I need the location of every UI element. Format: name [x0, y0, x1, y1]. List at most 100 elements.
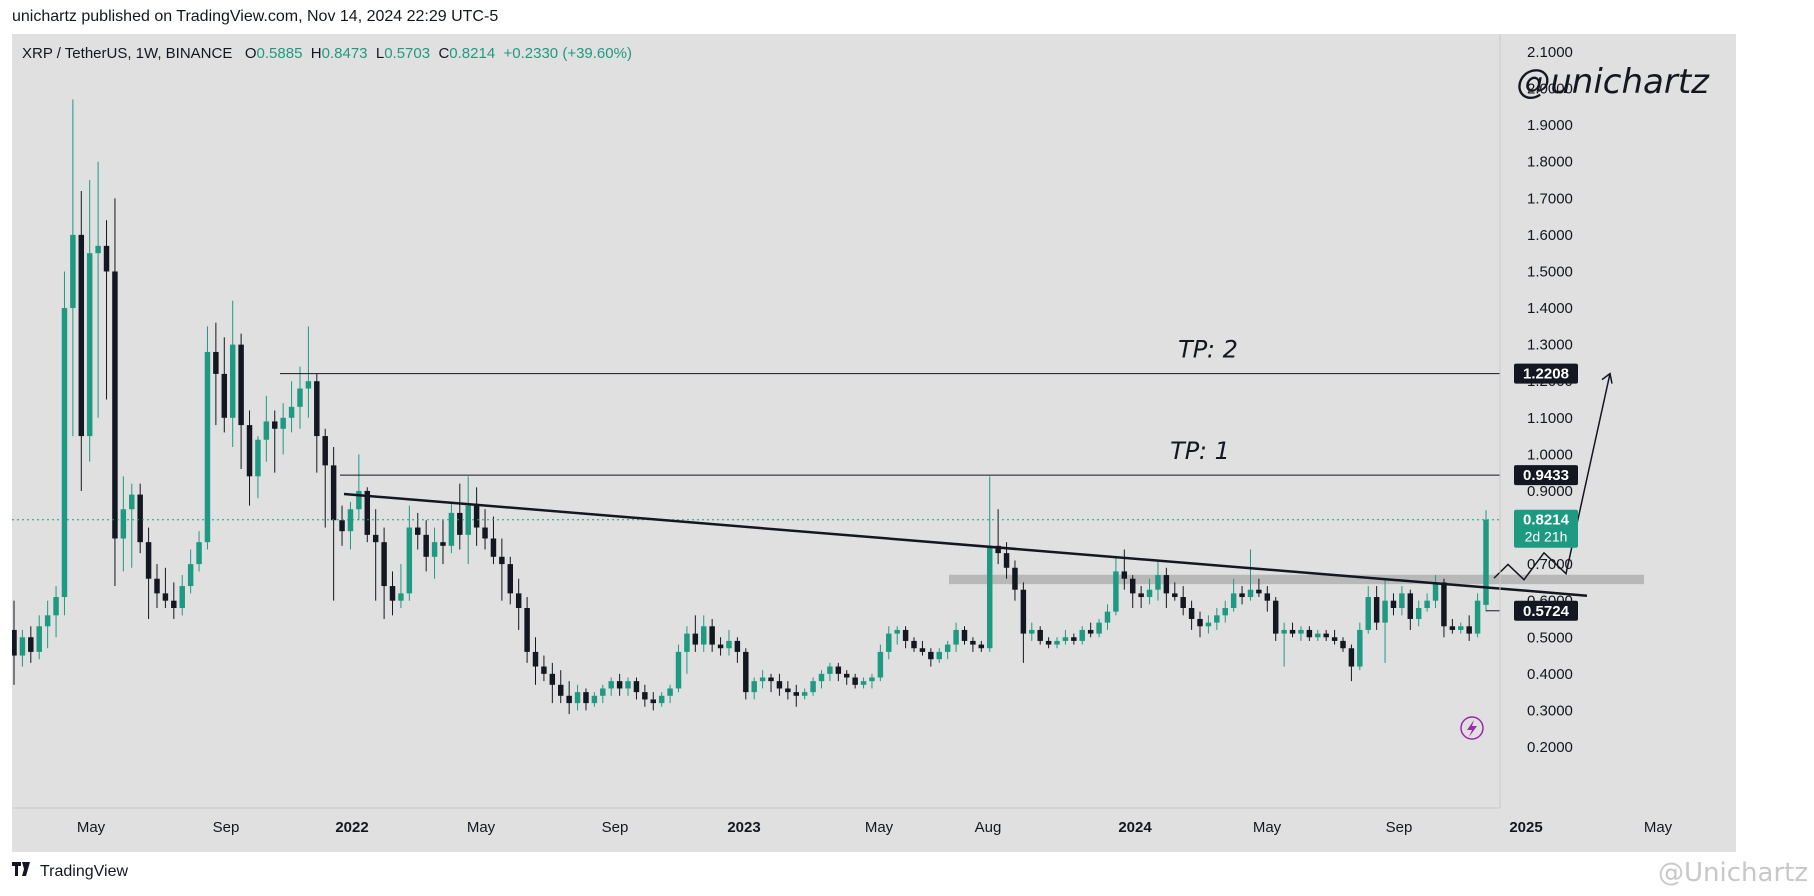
- candle-body: [1045, 640, 1052, 645]
- candle-body: [793, 692, 799, 696]
- candle-body: [1331, 637, 1338, 641]
- candle-body: [356, 490, 362, 510]
- tradingview-brand: TradingView: [40, 862, 129, 880]
- candle-body: [297, 388, 303, 407]
- candle-body: [86, 253, 93, 437]
- candle-body: [574, 692, 581, 704]
- y-tick-label: 0.7000: [1527, 556, 1573, 573]
- candle-body: [457, 512, 463, 535]
- candle-body: [154, 578, 160, 594]
- candle-body: [473, 505, 480, 528]
- price-chart[interactable]: 0.20000.30000.40000.50000.60000.70000.80…: [12, 34, 1736, 852]
- candle-body: [911, 640, 917, 649]
- candle-body: [507, 564, 514, 594]
- candle-body: [1415, 608, 1422, 619]
- candle-body: [78, 234, 85, 437]
- x-tick-label: May: [1253, 819, 1282, 836]
- y-tick-label: 1.0000: [1527, 446, 1573, 463]
- candle-body: [978, 644, 985, 649]
- x-tick-label: 2025: [1509, 819, 1542, 836]
- candle-body: [1373, 597, 1380, 623]
- candle-body: [541, 666, 547, 674]
- candle-body: [406, 527, 413, 594]
- candle-body: [19, 637, 26, 656]
- candle-body: [1340, 640, 1346, 649]
- candle-body: [1298, 629, 1304, 634]
- candle-body: [255, 439, 261, 477]
- candle-body: [642, 692, 648, 700]
- candle-body: [995, 545, 1001, 554]
- candle-body: [1121, 571, 1128, 579]
- candle-body: [877, 651, 884, 678]
- candle-body: [1205, 622, 1212, 627]
- chart-area[interactable]: 0.20000.30000.40000.50000.60000.70000.80…: [12, 34, 1736, 852]
- candle-body: [953, 629, 959, 645]
- candle-body: [1129, 578, 1136, 594]
- publish-info: unichartz published on TradingView.com, …: [12, 8, 499, 25]
- candle-body: [633, 681, 640, 693]
- candle-body: [717, 644, 724, 649]
- price-label-text: 0.5724: [1523, 603, 1570, 620]
- y-tick-label: 0.5000: [1527, 629, 1573, 646]
- candle-body: [305, 381, 312, 389]
- y-tick-label: 1.5000: [1527, 263, 1573, 280]
- candle-body: [1163, 575, 1170, 594]
- candle-body: [801, 692, 808, 696]
- candle-body: [28, 637, 34, 652]
- y-tick-label: 2.0000: [1527, 81, 1573, 98]
- price-label-text: 0.9433: [1523, 467, 1569, 484]
- candle-body: [1483, 519, 1489, 605]
- ohlc-legend: XRP / TetherUS, 1W, BINANCE O0.5885 H0.8…: [22, 45, 632, 62]
- x-tick-label: May: [865, 819, 894, 836]
- candle-body: [389, 586, 396, 601]
- candle-body: [684, 633, 690, 652]
- y-tick-label: 0.2000: [1527, 739, 1573, 756]
- candle-body: [810, 681, 816, 693]
- author-watermark: @unichartz: [1516, 62, 1709, 102]
- candle-body: [961, 629, 968, 641]
- candle-body: [1348, 648, 1355, 667]
- candle-body: [171, 600, 177, 608]
- tradingview-logo[interactable]: TradingView: [12, 862, 128, 881]
- candle-body: [347, 509, 354, 532]
- candle-body: [675, 651, 682, 689]
- candle-body: [95, 245, 101, 254]
- candle-body: [701, 626, 707, 645]
- candle-body: [1172, 593, 1178, 598]
- support-zone-rect: [949, 574, 1644, 585]
- support-zone: [949, 574, 1644, 585]
- candle-body: [894, 629, 900, 634]
- y-tick-label: 1.9000: [1527, 117, 1573, 134]
- candle-body: [1188, 608, 1195, 619]
- trendline: [343, 492, 1588, 597]
- candle-body: [415, 527, 421, 535]
- x-tick-label: Aug: [975, 819, 1002, 836]
- candle-body: [650, 699, 657, 704]
- time-axis-bg: [12, 808, 1736, 852]
- candle-body: [238, 344, 244, 426]
- high-value: 0.8473: [321, 45, 368, 62]
- candle-body: [667, 688, 673, 696]
- candle-body: [53, 597, 59, 616]
- candle-body: [843, 673, 850, 678]
- high-label: H: [310, 45, 322, 62]
- y-tick-label: 1.4000: [1527, 300, 1573, 317]
- candle-body: [928, 651, 934, 660]
- candle-body: [129, 494, 135, 510]
- candle-body: [12, 629, 17, 656]
- candle-body: [1062, 637, 1069, 641]
- candle-body: [1407, 593, 1414, 619]
- candle-body: [1155, 575, 1161, 590]
- candle-body: [440, 542, 446, 546]
- candle-body: [852, 677, 858, 685]
- symbol-label[interactable]: XRP / TetherUS, 1W, BINANCE: [22, 45, 233, 62]
- candle-body: [1306, 629, 1313, 638]
- candle-body: [1458, 626, 1464, 630]
- candle-body: [583, 692, 589, 704]
- candle-body: [558, 684, 564, 696]
- candle-body: [36, 626, 42, 652]
- projection-arrowhead: [1601, 372, 1613, 384]
- candle-body: [213, 351, 219, 374]
- candle-body: [566, 695, 572, 704]
- candle-body: [944, 644, 951, 652]
